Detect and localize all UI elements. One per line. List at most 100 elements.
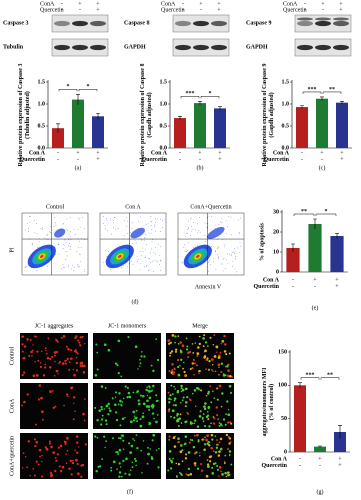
cell	[219, 447, 223, 451]
cell	[203, 407, 207, 411]
cell	[221, 472, 224, 476]
cell	[193, 362, 197, 365]
cell	[188, 398, 191, 401]
cell	[210, 401, 213, 404]
cell	[186, 395, 189, 399]
significance-label: *	[67, 84, 70, 90]
flow-event	[105, 249, 107, 251]
flow-event	[130, 260, 132, 262]
cell	[203, 424, 207, 428]
cell	[168, 457, 171, 460]
cell	[167, 410, 170, 413]
flow-event	[208, 270, 210, 272]
cell	[49, 357, 52, 361]
cell	[183, 370, 186, 374]
bar	[330, 236, 344, 272]
flow-event	[48, 231, 50, 233]
flow-event	[162, 227, 163, 228]
cell	[84, 342, 86, 345]
flow-event	[231, 253, 233, 255]
flow-event	[210, 246, 212, 247]
cell	[211, 472, 215, 475]
flow-event	[148, 233, 150, 235]
flow-event	[47, 265, 48, 267]
flow-event	[159, 259, 161, 261]
blot-band	[297, 20, 313, 27]
cell	[59, 469, 63, 473]
cell	[193, 422, 196, 425]
cell	[149, 448, 152, 450]
flow-event	[77, 228, 79, 230]
flow-event	[225, 268, 227, 269]
flow-event	[25, 229, 26, 231]
condition-sign: +	[340, 157, 344, 163]
flow-event	[76, 251, 78, 252]
cell	[69, 459, 73, 463]
cell	[142, 402, 146, 406]
cell	[104, 419, 108, 422]
flow-event	[73, 270, 74, 271]
cell	[197, 439, 200, 442]
condition-sign: -	[299, 456, 301, 462]
cell	[117, 403, 120, 406]
cell	[185, 401, 188, 404]
cell	[171, 372, 175, 376]
cell	[26, 393, 29, 396]
significance-label: ***	[308, 87, 317, 93]
cell	[219, 437, 223, 441]
flow-event	[217, 254, 219, 256]
flow-event	[227, 262, 229, 264]
cell	[194, 405, 197, 407]
cell	[84, 443, 87, 446]
cell	[146, 399, 149, 403]
cell	[210, 433, 214, 437]
cell	[110, 466, 113, 469]
cell	[50, 474, 53, 478]
condition-label: Quercetin	[263, 157, 289, 163]
flow-event	[154, 224, 156, 226]
flow-event	[136, 256, 138, 257]
cell	[218, 384, 222, 388]
cell	[167, 342, 171, 345]
cell	[40, 410, 44, 414]
y-axis-label: Relative protein expression of Caspase 9	[262, 64, 268, 167]
cell	[99, 465, 102, 468]
cell	[114, 403, 117, 407]
cell	[200, 469, 204, 472]
condition-sign: +	[339, 7, 343, 13]
cell	[218, 374, 220, 376]
flow-event	[131, 228, 133, 230]
flow-event	[150, 221, 152, 223]
column-title: JC-1 aggregates	[35, 323, 74, 329]
cell	[21, 404, 23, 407]
cell	[207, 390, 211, 394]
cell	[108, 407, 111, 410]
flow-event	[69, 217, 71, 218]
cell	[79, 336, 82, 339]
flow-event	[185, 236, 186, 238]
cell	[179, 450, 183, 454]
cell	[204, 402, 207, 405]
cell	[198, 342, 202, 346]
condition-sign: +	[335, 284, 339, 290]
condition-sign: -	[179, 150, 181, 156]
cell	[26, 466, 29, 469]
cell	[189, 438, 192, 441]
cell	[188, 441, 191, 444]
flow-event	[187, 220, 189, 222]
flow-event	[128, 263, 130, 265]
blot-band	[297, 44, 313, 51]
error-bar	[313, 218, 317, 229]
flow-event	[239, 232, 240, 234]
flow-event	[66, 218, 68, 220]
cell	[192, 351, 195, 354]
flow-event	[190, 234, 191, 236]
flow-event	[137, 261, 139, 262]
flow-event	[110, 268, 111, 270]
cell	[208, 444, 211, 447]
cell	[40, 396, 43, 400]
cell	[205, 474, 209, 478]
cell	[189, 351, 191, 353]
cell	[53, 374, 56, 377]
cell	[194, 464, 197, 467]
